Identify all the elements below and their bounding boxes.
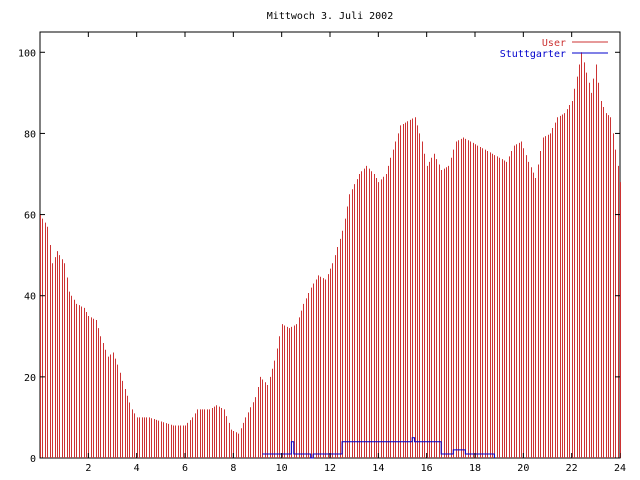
- y-tick-label: 80: [24, 129, 36, 140]
- legend-label-stuttgarter: Stuttgarter: [500, 49, 566, 60]
- x-axis: 2 4 6 8 10 12 14 16 18 20 22 24: [85, 32, 626, 474]
- legend: User Stuttgarter: [500, 38, 608, 60]
- x-tick-label: 22: [566, 463, 578, 474]
- x-tick-label: 24: [614, 463, 626, 474]
- x-tick-label: 6: [182, 463, 188, 474]
- y-axis: 0 20 40 60 80 100: [18, 48, 620, 465]
- x-tick-label: 8: [230, 463, 236, 474]
- stuttgarter-series: [262, 437, 495, 459]
- x-tick-label: 14: [372, 463, 384, 474]
- chart-title: Mittwoch 3. Juli 2002: [267, 11, 393, 22]
- x-tick-label: 18: [469, 463, 481, 474]
- x-tick-label: 12: [324, 463, 336, 474]
- user-series: [40, 52, 621, 458]
- x-tick-label: 10: [276, 463, 288, 474]
- x-tick-label: 20: [517, 463, 529, 474]
- x-tick-label: 16: [421, 463, 433, 474]
- y-tick-label: 40: [24, 292, 36, 303]
- x-tick-label: 2: [85, 463, 91, 474]
- y-tick-label: 100: [18, 48, 36, 59]
- y-tick-label: 0: [30, 454, 36, 465]
- y-tick-label: 60: [24, 211, 36, 222]
- legend-label-user: User: [542, 38, 566, 49]
- x-tick-label: 4: [134, 463, 140, 474]
- y-tick-label: 20: [24, 373, 36, 384]
